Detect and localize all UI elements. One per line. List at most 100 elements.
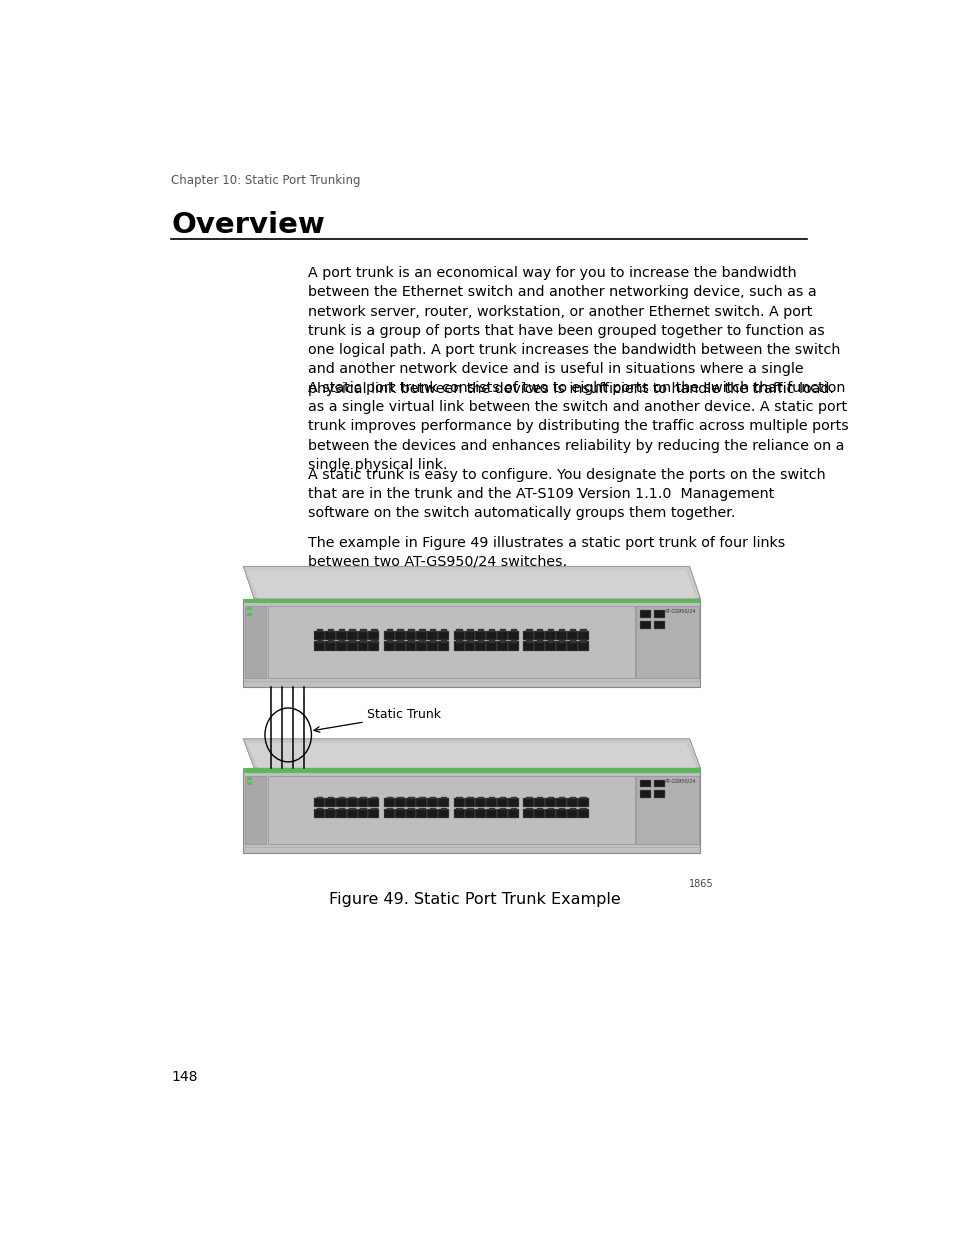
- FancyBboxPatch shape: [556, 631, 566, 640]
- Polygon shape: [247, 571, 696, 599]
- Text: AT-GS950/24: AT-GS950/24: [664, 778, 696, 783]
- FancyBboxPatch shape: [325, 798, 335, 808]
- FancyBboxPatch shape: [566, 798, 578, 808]
- FancyBboxPatch shape: [507, 641, 518, 651]
- FancyBboxPatch shape: [507, 631, 518, 640]
- FancyBboxPatch shape: [566, 631, 578, 640]
- FancyBboxPatch shape: [654, 610, 664, 618]
- FancyBboxPatch shape: [416, 631, 427, 640]
- FancyBboxPatch shape: [247, 613, 252, 615]
- FancyBboxPatch shape: [335, 641, 346, 651]
- FancyBboxPatch shape: [556, 798, 566, 808]
- FancyBboxPatch shape: [243, 599, 700, 687]
- FancyBboxPatch shape: [654, 621, 664, 629]
- FancyBboxPatch shape: [395, 798, 405, 808]
- FancyBboxPatch shape: [314, 641, 325, 651]
- FancyBboxPatch shape: [507, 809, 518, 818]
- FancyBboxPatch shape: [368, 631, 379, 640]
- FancyBboxPatch shape: [497, 631, 507, 640]
- FancyBboxPatch shape: [357, 809, 368, 818]
- FancyBboxPatch shape: [395, 631, 405, 640]
- FancyBboxPatch shape: [544, 798, 556, 808]
- FancyBboxPatch shape: [566, 809, 578, 818]
- Text: Chapter 10: Static Port Trunking: Chapter 10: Static Port Trunking: [171, 174, 360, 186]
- FancyBboxPatch shape: [464, 631, 475, 640]
- FancyBboxPatch shape: [534, 809, 544, 818]
- FancyBboxPatch shape: [497, 798, 507, 808]
- Text: Static Trunk: Static Trunk: [367, 708, 441, 721]
- FancyBboxPatch shape: [534, 641, 544, 651]
- Text: The example in Figure 49 illustrates a static port trunk of four links
between t: The example in Figure 49 illustrates a s…: [307, 536, 784, 569]
- Text: Figure 49. Static Port Trunk Example: Figure 49. Static Port Trunk Example: [329, 892, 620, 906]
- FancyBboxPatch shape: [475, 631, 486, 640]
- Text: A static trunk is easy to configure. You designate the ports on the switch
that : A static trunk is easy to configure. You…: [307, 468, 824, 520]
- FancyBboxPatch shape: [654, 779, 664, 787]
- FancyBboxPatch shape: [475, 809, 486, 818]
- FancyBboxPatch shape: [243, 768, 700, 852]
- FancyBboxPatch shape: [405, 798, 416, 808]
- FancyBboxPatch shape: [416, 641, 427, 651]
- FancyBboxPatch shape: [268, 606, 634, 678]
- FancyBboxPatch shape: [454, 809, 464, 818]
- FancyBboxPatch shape: [247, 777, 252, 779]
- FancyBboxPatch shape: [325, 641, 335, 651]
- FancyBboxPatch shape: [357, 798, 368, 808]
- FancyBboxPatch shape: [427, 798, 437, 808]
- FancyBboxPatch shape: [523, 798, 534, 808]
- FancyBboxPatch shape: [245, 776, 266, 844]
- Text: A port trunk is an economical way for you to increase the bandwidth
between the : A port trunk is an economical way for yo…: [307, 266, 839, 395]
- FancyBboxPatch shape: [454, 798, 464, 808]
- FancyBboxPatch shape: [497, 809, 507, 818]
- FancyBboxPatch shape: [405, 631, 416, 640]
- FancyBboxPatch shape: [383, 809, 395, 818]
- FancyBboxPatch shape: [346, 798, 357, 808]
- FancyBboxPatch shape: [437, 809, 449, 818]
- Polygon shape: [243, 567, 700, 599]
- FancyBboxPatch shape: [556, 809, 566, 818]
- FancyBboxPatch shape: [335, 809, 346, 818]
- FancyBboxPatch shape: [464, 798, 475, 808]
- FancyBboxPatch shape: [335, 798, 346, 808]
- FancyBboxPatch shape: [654, 790, 664, 798]
- FancyBboxPatch shape: [395, 641, 405, 651]
- FancyBboxPatch shape: [523, 631, 534, 640]
- FancyBboxPatch shape: [427, 809, 437, 818]
- FancyBboxPatch shape: [544, 641, 556, 651]
- Text: Overview: Overview: [171, 211, 325, 240]
- FancyBboxPatch shape: [578, 798, 588, 808]
- FancyBboxPatch shape: [314, 798, 325, 808]
- FancyBboxPatch shape: [416, 809, 427, 818]
- FancyBboxPatch shape: [636, 606, 699, 678]
- Text: 148: 148: [171, 1070, 197, 1084]
- FancyBboxPatch shape: [523, 641, 534, 651]
- FancyBboxPatch shape: [368, 809, 379, 818]
- FancyBboxPatch shape: [464, 809, 475, 818]
- FancyBboxPatch shape: [368, 641, 379, 651]
- FancyBboxPatch shape: [475, 798, 486, 808]
- FancyBboxPatch shape: [427, 631, 437, 640]
- FancyBboxPatch shape: [243, 768, 700, 773]
- FancyBboxPatch shape: [437, 641, 449, 651]
- FancyBboxPatch shape: [486, 809, 497, 818]
- FancyBboxPatch shape: [383, 798, 395, 808]
- FancyBboxPatch shape: [497, 641, 507, 651]
- FancyBboxPatch shape: [357, 631, 368, 640]
- FancyBboxPatch shape: [556, 641, 566, 651]
- FancyBboxPatch shape: [357, 641, 368, 651]
- Polygon shape: [243, 739, 700, 768]
- FancyBboxPatch shape: [534, 798, 544, 808]
- FancyBboxPatch shape: [243, 599, 700, 603]
- FancyBboxPatch shape: [475, 641, 486, 651]
- FancyBboxPatch shape: [534, 631, 544, 640]
- FancyBboxPatch shape: [416, 798, 427, 808]
- FancyBboxPatch shape: [578, 809, 588, 818]
- FancyBboxPatch shape: [346, 641, 357, 651]
- FancyBboxPatch shape: [578, 631, 588, 640]
- FancyBboxPatch shape: [368, 798, 379, 808]
- FancyBboxPatch shape: [245, 606, 266, 678]
- FancyBboxPatch shape: [578, 641, 588, 651]
- FancyBboxPatch shape: [566, 641, 578, 651]
- FancyBboxPatch shape: [464, 641, 475, 651]
- FancyBboxPatch shape: [523, 809, 534, 818]
- FancyBboxPatch shape: [486, 798, 497, 808]
